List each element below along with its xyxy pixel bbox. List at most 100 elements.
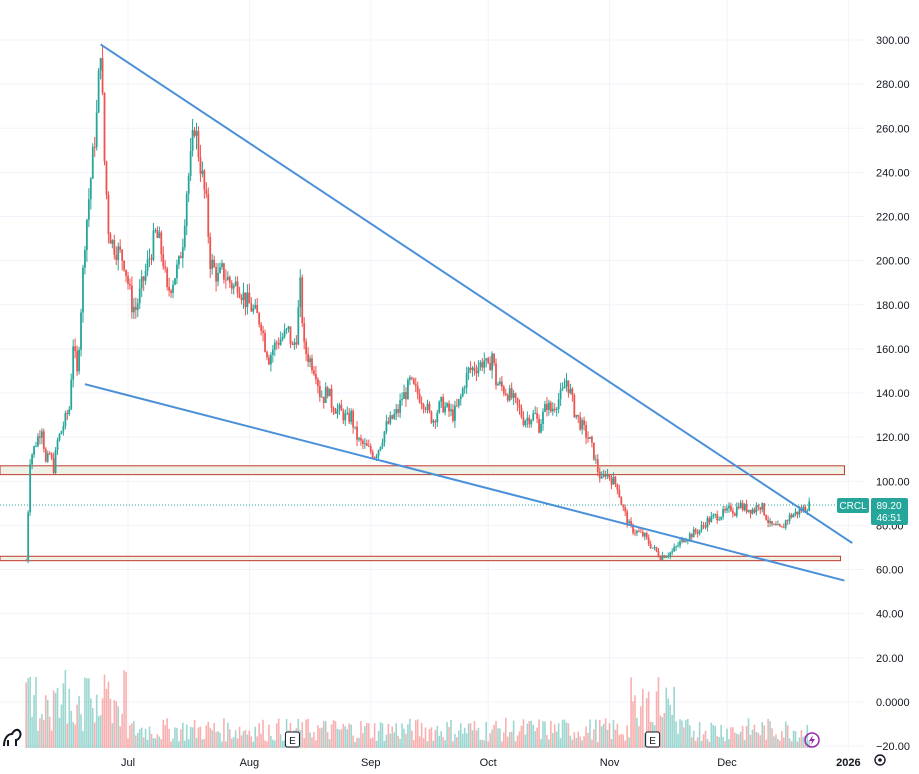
candle-body bbox=[213, 259, 216, 268]
candle-body bbox=[209, 236, 212, 269]
settings-icon[interactable] bbox=[874, 754, 886, 766]
candle-body bbox=[131, 285, 133, 313]
candle-body bbox=[136, 303, 139, 310]
candle-body bbox=[80, 312, 82, 350]
candle-body bbox=[749, 509, 752, 514]
volume-bar bbox=[522, 719, 525, 748]
earnings-marker[interactable]: E bbox=[645, 731, 661, 748]
candle-body bbox=[346, 412, 349, 414]
candle-body bbox=[318, 385, 321, 398]
volume-bar bbox=[722, 736, 724, 748]
volume-bar bbox=[784, 721, 787, 748]
candle-body bbox=[76, 350, 79, 372]
volume-bar bbox=[277, 718, 280, 748]
candle-body bbox=[56, 440, 59, 451]
volume-bar bbox=[215, 731, 217, 748]
candle-body bbox=[440, 396, 443, 402]
candle-body bbox=[68, 409, 71, 415]
volume-bar bbox=[422, 738, 425, 748]
candle-body bbox=[250, 303, 253, 312]
volume-bar bbox=[745, 725, 748, 748]
candle-body bbox=[405, 392, 407, 400]
lightning-icon[interactable] bbox=[804, 732, 820, 748]
volume-bar bbox=[540, 739, 542, 748]
candle-body bbox=[414, 383, 417, 386]
volume-bar bbox=[217, 731, 219, 748]
candle-body bbox=[751, 509, 754, 514]
earnings-marker[interactable]: E bbox=[284, 731, 300, 748]
candle-body bbox=[769, 521, 771, 523]
volume-bar bbox=[35, 677, 37, 748]
candle-body bbox=[183, 225, 186, 248]
trend-lines[interactable] bbox=[84, 43, 853, 582]
volume-bar bbox=[393, 732, 396, 748]
candle-body bbox=[700, 525, 703, 530]
candle-body bbox=[630, 521, 632, 525]
zone-rect[interactable] bbox=[0, 555, 842, 562]
candle-body bbox=[457, 399, 460, 406]
volume-bar bbox=[712, 724, 715, 748]
volume-bar bbox=[138, 729, 141, 748]
candle-body bbox=[452, 409, 454, 421]
volume-bar bbox=[416, 719, 419, 748]
candle-body bbox=[683, 538, 685, 543]
candle-body bbox=[146, 259, 149, 271]
candle-body bbox=[174, 278, 176, 285]
trend-line[interactable] bbox=[84, 383, 845, 582]
candle-body bbox=[534, 413, 537, 414]
volume-bar bbox=[60, 704, 63, 748]
candle-body bbox=[74, 346, 77, 351]
volume-bar bbox=[489, 733, 491, 748]
price-axis[interactable]: 300.00 280.00 260.00 240.00 220.00 200.00 180.… bbox=[876, 35, 910, 753]
volume-bar bbox=[655, 691, 658, 748]
volume-bar bbox=[657, 677, 660, 748]
volume-bar bbox=[354, 741, 356, 748]
candle-body bbox=[121, 249, 124, 261]
candle-body bbox=[487, 358, 490, 364]
time-axis[interactable]: Jul Aug Sep Oct Nov Dec 2026 bbox=[121, 757, 861, 769]
candle-body bbox=[733, 513, 736, 516]
candle-body bbox=[491, 353, 493, 371]
candle-body bbox=[84, 249, 86, 268]
zone-rect[interactable] bbox=[0, 465, 845, 476]
volume-bar bbox=[798, 737, 801, 748]
candle-body bbox=[322, 396, 325, 403]
candle-body bbox=[283, 329, 286, 337]
candle-body bbox=[461, 388, 464, 397]
symbol-badge[interactable]: CRCL bbox=[837, 498, 869, 513]
candle-body bbox=[722, 509, 724, 517]
volume-bar bbox=[704, 730, 707, 748]
candle-body bbox=[585, 424, 587, 438]
volume-bar bbox=[121, 713, 123, 748]
candle-body bbox=[176, 264, 178, 279]
volume-bar bbox=[319, 728, 321, 748]
candle-body bbox=[172, 284, 174, 293]
candle-body bbox=[808, 501, 811, 511]
volume-bar bbox=[111, 723, 114, 748]
trend-line[interactable] bbox=[100, 43, 853, 544]
candle-body bbox=[524, 420, 527, 426]
volume-bar bbox=[528, 721, 531, 748]
volume-bar bbox=[274, 740, 276, 748]
volume-bar bbox=[209, 727, 212, 748]
volume-bar bbox=[411, 730, 413, 748]
volume-bar bbox=[779, 740, 781, 748]
candle-body bbox=[164, 266, 167, 269]
volume-bar bbox=[454, 733, 456, 748]
candle-body bbox=[653, 547, 656, 548]
volume-bar bbox=[467, 723, 470, 748]
volume-bar bbox=[164, 724, 166, 748]
candle-body bbox=[373, 457, 376, 459]
candle-body bbox=[320, 396, 323, 398]
volume-bar bbox=[350, 724, 352, 748]
volume-bar bbox=[559, 738, 562, 748]
candle-body bbox=[403, 392, 405, 399]
candle-body bbox=[166, 268, 169, 287]
tradingview-logo-icon[interactable] bbox=[3, 728, 22, 747]
volume-bar bbox=[546, 735, 548, 748]
volume-bar bbox=[667, 698, 670, 748]
candle-body bbox=[526, 417, 529, 421]
candle-body bbox=[287, 326, 290, 329]
